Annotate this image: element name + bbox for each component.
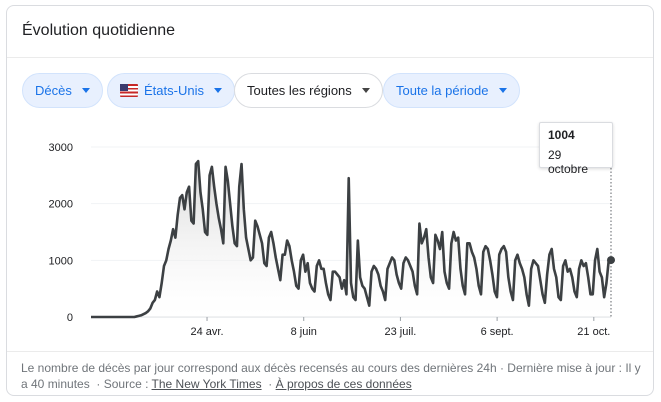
chevron-down-icon xyxy=(213,88,222,93)
y-tick-label: 0 xyxy=(67,312,73,324)
tooltip-value: 1004 xyxy=(548,128,575,142)
y-axis-ticks: 0 1000 2000 3000 xyxy=(49,142,73,324)
daily-deaths-chart[interactable]: 0 1000 2000 3000 24 avr. 8 juin 23 juil. 6 sep… xyxy=(7,116,653,346)
region-filter-label: Toutes les régions xyxy=(247,83,352,98)
period-filter-chip[interactable]: Toute la période xyxy=(383,73,520,108)
tooltip-date: 29 octobre xyxy=(548,148,589,176)
y-tick-label: 3000 xyxy=(49,142,73,154)
series-area-fill xyxy=(91,161,611,317)
hover-point xyxy=(607,256,615,265)
chevron-down-icon xyxy=(498,88,507,93)
chevron-down-icon xyxy=(361,88,370,93)
value-tooltip: 1004 29 octobre xyxy=(539,122,613,176)
us-flag-icon xyxy=(120,84,138,97)
footer-divider xyxy=(7,351,653,352)
country-filter-label: États-Unis xyxy=(144,83,204,98)
footer-note: Le nombre de décès par jour correspond a… xyxy=(21,360,641,392)
footer-separator: · xyxy=(268,377,273,391)
y-tick-label: 1000 xyxy=(49,255,73,267)
x-tick-label: 21 oct. xyxy=(577,326,610,338)
x-tick-label: 6 sept. xyxy=(481,326,514,338)
x-tick-label: 8 juin xyxy=(291,326,317,338)
footer-description: Le nombre de décès par jour correspond a… xyxy=(21,361,641,391)
country-filter-chip[interactable]: États-Unis xyxy=(107,73,235,108)
region-filter-chip[interactable]: Toutes les régions xyxy=(234,73,383,108)
footer-source-prefix: · Source : xyxy=(96,377,149,391)
chevron-down-icon xyxy=(81,88,90,93)
x-tick-label: 23 juil. xyxy=(385,326,417,338)
header-divider xyxy=(7,57,653,58)
x-axis-ticks: 24 avr. 8 juin 23 juil. 6 sept. 21 oct. xyxy=(191,317,610,338)
x-tick-label: 24 avr. xyxy=(191,326,224,338)
series-line xyxy=(91,159,612,319)
source-link[interactable]: The New York Times xyxy=(151,377,262,391)
card-title: Évolution quotidienne xyxy=(22,22,176,39)
metric-filter-label: Décès xyxy=(35,83,72,98)
period-filter-label: Toute la période xyxy=(396,83,489,98)
about-data-link[interactable]: À propos de ces données xyxy=(275,377,412,391)
y-tick-label: 2000 xyxy=(49,199,73,211)
metric-filter-chip[interactable]: Décès xyxy=(22,73,103,108)
daily-evolution-card: Évolution quotidienne Décès États-Unis T… xyxy=(6,5,654,396)
